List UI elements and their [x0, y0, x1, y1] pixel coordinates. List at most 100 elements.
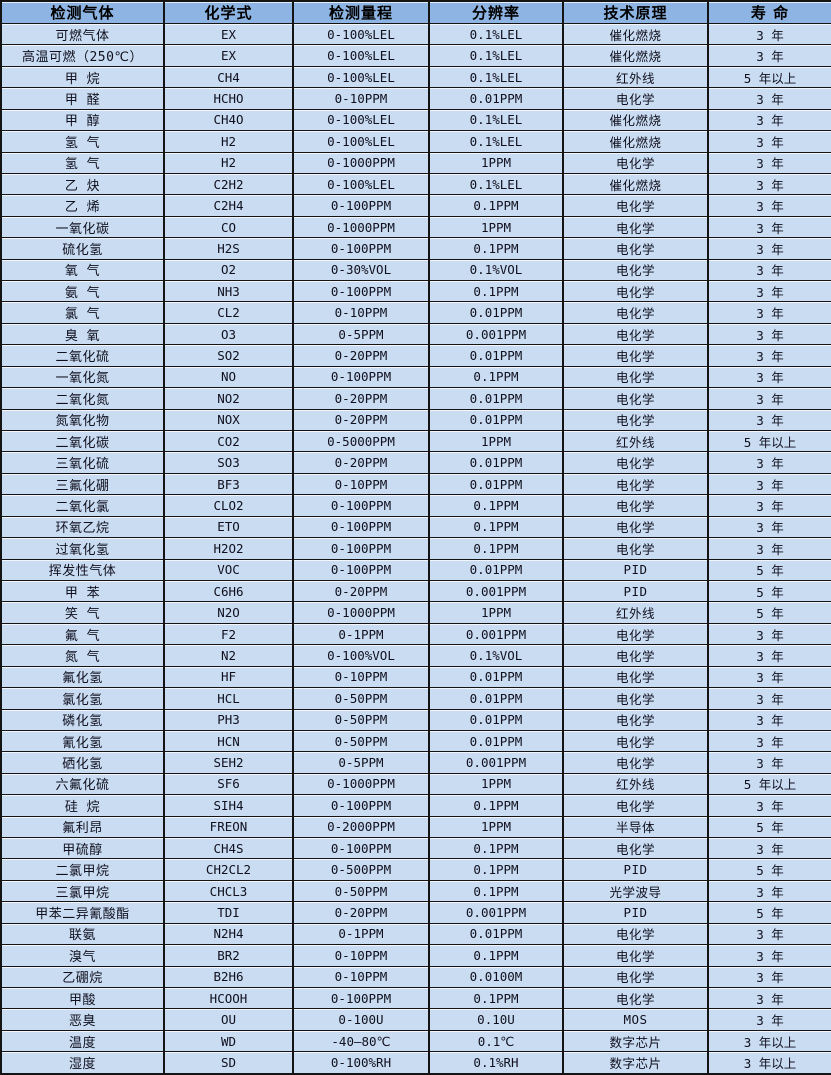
table-row: 乙硼烷 B2H6 0-10PPM 0.0100M 电化学 3 年 — [0, 965, 831, 988]
cell-principle: 电化学 — [562, 322, 709, 346]
column-header-formula: 化学式 — [163, 0, 294, 24]
cell-principle: 催化燃烧 — [562, 130, 709, 153]
cell-range: 0-100%LEL — [292, 65, 430, 89]
cell-formula: HCHO — [163, 87, 294, 110]
cell-gas-name: 二氧化氮 — [0, 387, 165, 410]
cell-resolution: 0.001PPM — [428, 322, 564, 346]
cell-lifespan: 3 年 — [707, 44, 831, 67]
cell-range: 0-100PPM — [292, 280, 430, 303]
cell-range: 0-100PPM — [292, 986, 430, 1010]
cell-formula: O3 — [163, 322, 294, 346]
cell-formula: CH4S — [163, 837, 294, 860]
cell-range: 0-1PPM — [292, 622, 430, 646]
cell-formula: H2 — [163, 151, 294, 174]
table-row: 高温可燃（250℃） EX 0-100%LEL 0.1%LEL 催化燃烧 3 年 — [0, 44, 831, 67]
cell-lifespan: 3 年 — [707, 794, 831, 817]
cell-principle: 电化学 — [562, 472, 709, 496]
cell-principle: PID — [562, 858, 709, 881]
cell-resolution: 0.01PPM — [428, 922, 564, 946]
cell-gas-name: 氢 气 — [0, 130, 165, 153]
cell-gas-name: 硫化氢 — [0, 237, 165, 260]
cell-lifespan: 5 年 — [707, 901, 831, 924]
table-row: 磷化氢 PH3 0-50PPM 0.01PPM 电化学 3 年 — [0, 708, 831, 731]
column-header-range: 检测量程 — [292, 0, 430, 24]
cell-formula: C6H6 — [163, 579, 294, 603]
table-row: 甲硫醇 CH4S 0-100PPM 0.1PPM 电化学 3 年 — [0, 837, 831, 860]
cell-formula: ETO — [163, 515, 294, 539]
cell-gas-name: 磷化氢 — [0, 708, 165, 731]
cell-formula: SO2 — [163, 344, 294, 367]
cell-resolution: 0.1PPM — [428, 879, 564, 903]
cell-range: 0-100%LEL — [292, 172, 430, 196]
cell-formula: SIH4 — [163, 794, 294, 817]
table-row: 二氧化氮 NO2 0-20PPM 0.01PPM 电化学 3 年 — [0, 387, 831, 410]
cell-formula: WD — [163, 1029, 294, 1053]
cell-gas-name: 三氧化硫 — [0, 451, 165, 474]
table-row: 湿度 SD 0-100%RH 0.1%RH 数字芯片 3 年以上 — [0, 1051, 831, 1075]
cell-principle: 电化学 — [562, 537, 709, 560]
cell-principle: 电化学 — [562, 729, 709, 753]
cell-formula: N2O — [163, 601, 294, 624]
cell-lifespan: 3 年 — [707, 944, 831, 967]
cell-range: 0-100PPM — [292, 837, 430, 860]
cell-resolution: 0.01PPM — [428, 687, 564, 710]
cell-lifespan: 3 年 — [707, 687, 831, 710]
cell-resolution: 0.1PPM — [428, 794, 564, 817]
cell-resolution: 0.10U — [428, 1008, 564, 1031]
cell-formula: HCN — [163, 729, 294, 753]
cell-lifespan: 3 年 — [707, 408, 831, 432]
cell-resolution: 0.1%RH — [428, 1051, 564, 1075]
cell-lifespan: 3 年 — [707, 986, 831, 1010]
column-header-lifespan: 寿 命 — [707, 0, 831, 24]
cell-range: 0-20PPM — [292, 451, 430, 474]
cell-range: 0-100PPM — [292, 365, 430, 389]
cell-lifespan: 3 年 — [707, 301, 831, 324]
cell-resolution: 0.01PPM — [428, 87, 564, 110]
table-row: 温度 WD -40—80℃ 0.1℃ 数字芯片 3 年以上 — [0, 1029, 831, 1053]
cell-formula: HCL — [163, 687, 294, 710]
cell-formula: EX — [163, 44, 294, 67]
cell-principle: 电化学 — [562, 365, 709, 389]
cell-lifespan: 3 年 — [707, 22, 831, 46]
cell-range: 0-50PPM — [292, 879, 430, 903]
cell-formula: SD — [163, 1051, 294, 1075]
cell-formula: C2H2 — [163, 172, 294, 196]
cell-lifespan: 3 年 — [707, 1008, 831, 1031]
cell-range: 0-500PPM — [292, 858, 430, 881]
table-row: 笑 气 N2O 0-1000PPM 1PPM 红外线 5 年 — [0, 601, 831, 624]
cell-gas-name: 氟利昂 — [0, 815, 165, 839]
table-row: 乙 烯 C2H4 0-100PPM 0.1PPM 电化学 3 年 — [0, 194, 831, 217]
cell-gas-name: 笑 气 — [0, 601, 165, 624]
cell-formula: NH3 — [163, 280, 294, 303]
cell-principle: 电化学 — [562, 215, 709, 239]
cell-formula: SO3 — [163, 451, 294, 474]
cell-gas-name: 氟化氢 — [0, 665, 165, 689]
cell-principle: 电化学 — [562, 837, 709, 860]
cell-range: 0-100%LEL — [292, 44, 430, 67]
cell-gas-name: 氮氧化物 — [0, 408, 165, 432]
cell-principle: 半导体 — [562, 815, 709, 839]
table-row: 氟化氢 HF 0-10PPM 0.01PPM 电化学 3 年 — [0, 665, 831, 689]
cell-range: 0-30%VOL — [292, 258, 430, 282]
cell-resolution: 0.01PPM — [428, 344, 564, 367]
cell-principle: 红外线 — [562, 65, 709, 89]
cell-lifespan: 3 年 — [707, 194, 831, 217]
cell-range: 0-20PPM — [292, 387, 430, 410]
cell-formula: SF6 — [163, 772, 294, 796]
cell-resolution: 0.1%LEL — [428, 22, 564, 46]
cell-principle: 电化学 — [562, 965, 709, 988]
cell-principle: 数字芯片 — [562, 1029, 709, 1053]
table-row: 恶臭 OU 0-100U 0.10U MOS 3 年 — [0, 1008, 831, 1031]
cell-gas-name: 氯 气 — [0, 301, 165, 324]
cell-lifespan: 3 年 — [707, 108, 831, 132]
table-row: 氯 气 CL2 0-10PPM 0.01PPM 电化学 3 年 — [0, 301, 831, 324]
cell-lifespan: 3 年 — [707, 751, 831, 774]
cell-resolution: 0.1PPM — [428, 494, 564, 517]
table-row: 氧 气 O2 0-30%VOL 0.1%VOL 电化学 3 年 — [0, 258, 831, 282]
cell-principle: 电化学 — [562, 794, 709, 817]
cell-lifespan: 5 年 — [707, 558, 831, 581]
cell-principle: 电化学 — [562, 515, 709, 539]
cell-gas-name: 三氯甲烷 — [0, 879, 165, 903]
cell-formula: HCOOH — [163, 986, 294, 1010]
